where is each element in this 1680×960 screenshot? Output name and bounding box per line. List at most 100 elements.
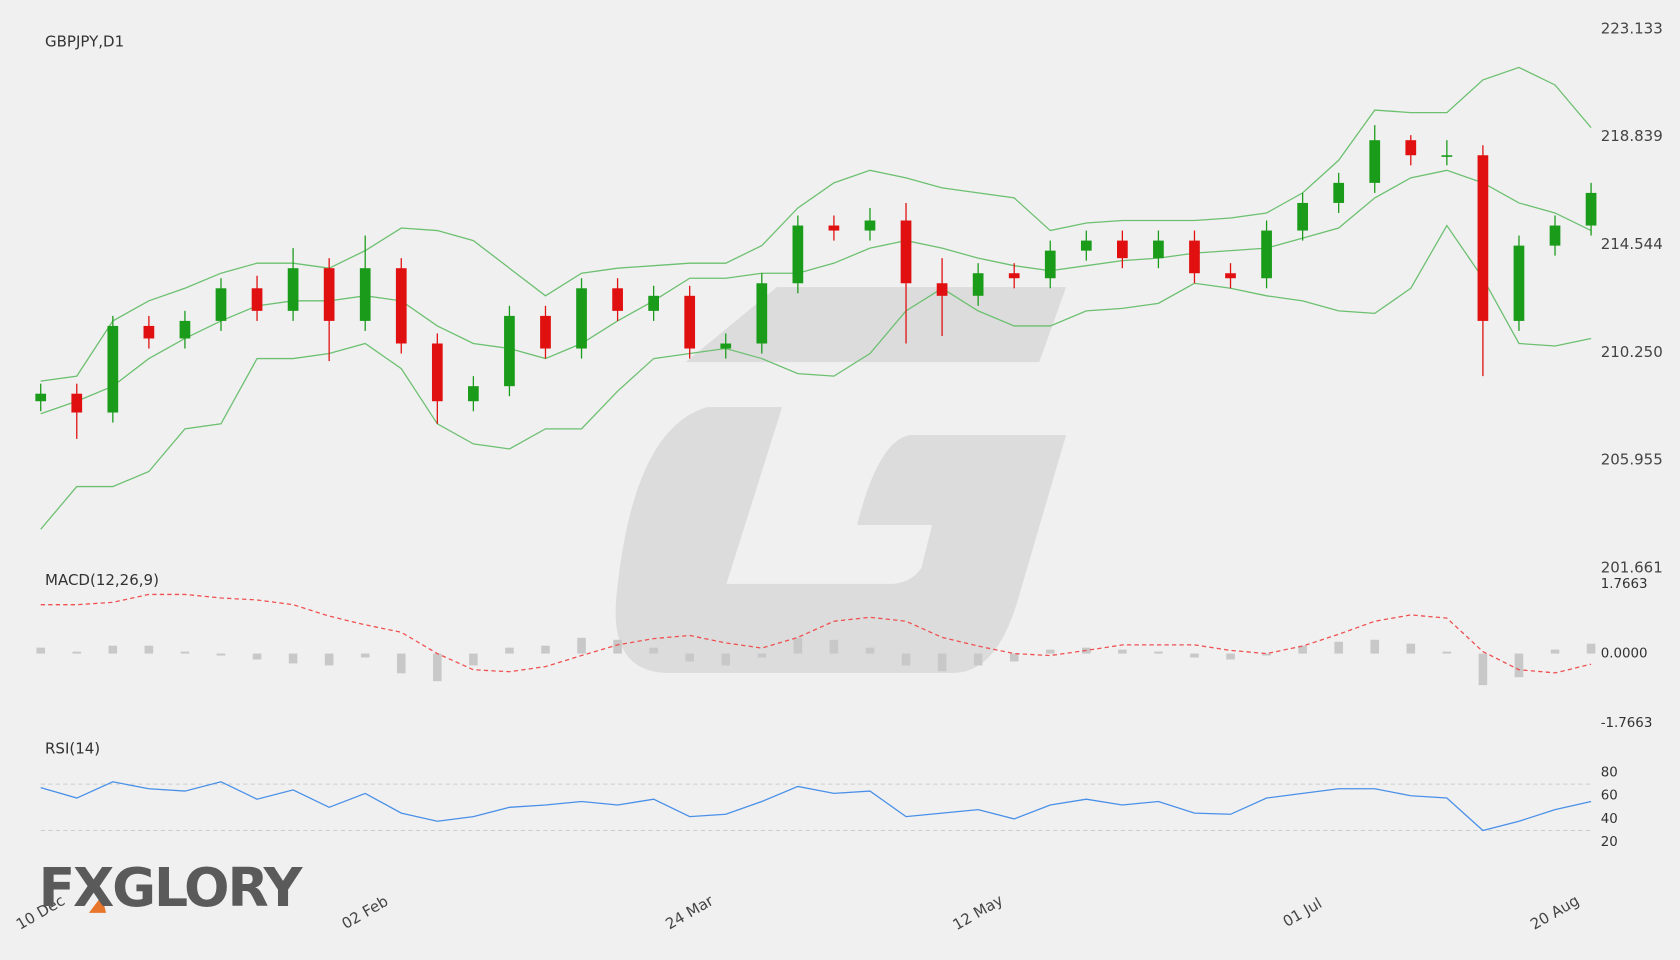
macd-bar [937,653,947,672]
candle-body [1297,202,1308,231]
macd-bar [1045,649,1055,654]
candle-body [287,268,299,311]
brand: FXGLORY [39,856,304,919]
macd-bar [613,639,622,654]
macd-bar [360,653,370,658]
macd-bar [72,651,82,654]
y-tick-label: 214.544 [1601,235,1663,253]
macd-bar [1154,651,1163,654]
macd-bar [252,653,262,660]
macd-bar [973,653,983,666]
macd-bar [144,645,154,654]
candle-body [1333,182,1345,203]
candle-body [1261,230,1272,279]
band-lower [40,224,1592,530]
macd-signal [40,593,1592,674]
candle-body [359,268,371,321]
candle-body [1225,273,1236,279]
candle-body [936,283,948,296]
macd-title: MACD(12,26,9) [45,571,159,589]
logo: FXGLORY [39,856,306,919]
y-tick-label: -1.7663 [1601,716,1653,731]
candle-body [395,268,407,344]
macd-bar [1514,653,1524,678]
macd-bar [1550,649,1560,654]
x-tick-label: 12 May [950,891,1007,934]
candle-body [756,283,768,344]
candle-body [612,288,623,311]
candle-body [1585,192,1597,226]
macd-bar [288,653,298,664]
x-tick-label: 20 Aug [1527,891,1582,933]
macd-bar [1118,649,1127,654]
macd-bar [721,653,731,666]
macd-bar [1370,639,1380,654]
macd-bar [469,653,478,666]
candle-body [540,315,551,349]
candle-body [1405,140,1417,156]
macd-bar [216,653,226,656]
rsi-title: RSI(14) [45,739,100,757]
macd-bar [685,653,694,662]
macd-bar [108,645,118,654]
macd-bar [505,647,514,654]
macd-bar [865,647,875,654]
macd-bar [829,639,839,654]
macd-bar [1226,653,1235,660]
macd-bar [1334,641,1343,654]
candle-body [1549,225,1561,246]
macd-bar [1009,653,1019,662]
macd-bar [324,653,334,666]
candle-body [1044,250,1056,279]
candle-body [972,273,984,296]
rsi-line [40,781,1592,832]
candle-body [143,325,155,339]
band-middle [40,169,1592,415]
macd-bar [793,637,803,654]
macd-bar [1262,653,1271,656]
y-tick-label: 218.839 [1601,127,1663,145]
price-title: GBPJPY,D1 [45,32,124,50]
candle-body [1189,240,1200,274]
macd-bar [901,653,911,666]
macd-bar [577,637,586,654]
macd-bar [541,645,550,654]
candle-body [1477,155,1489,321]
macd-bar [180,651,190,654]
candle-body [792,225,804,284]
candle-body [251,288,263,311]
y-tick-label: 60 [1601,789,1618,804]
candle-body [323,268,335,321]
macd-bar [757,653,767,658]
candle-body [35,393,47,402]
macd-bar [649,647,658,654]
macd-bar [1298,645,1307,654]
y-tick-label: 223.133 [1601,19,1663,37]
candle-body [179,320,191,339]
candle-body [576,288,587,349]
candle-body [107,325,119,413]
macd-bar [1478,653,1488,686]
candle-body [828,225,840,231]
x-tick-label: 02 Feb [339,892,392,933]
candle-body [1369,140,1381,183]
macd-bar [1190,653,1199,658]
candle-body [215,288,227,321]
plot: 201.661 205.955 210.250 214.544 218.839 223.1… [13,19,1663,934]
logo-accent [88,895,107,913]
x-tick-label: 01 Jul [1280,894,1325,931]
candle-body [504,315,515,387]
y-tick-label: 1.7663 [1601,577,1648,592]
candle-body [1153,240,1164,259]
y-tick-label: 80 [1601,766,1618,781]
watermark [615,287,1067,673]
y-tick-label: 205.955 [1601,451,1663,469]
candle-body [1513,245,1525,321]
macd-bar [1442,651,1452,654]
candle-body [648,295,660,311]
macd-bar [1406,643,1416,654]
x-tick-label: 24 Mar [662,891,717,933]
candle-body [1441,155,1453,157]
